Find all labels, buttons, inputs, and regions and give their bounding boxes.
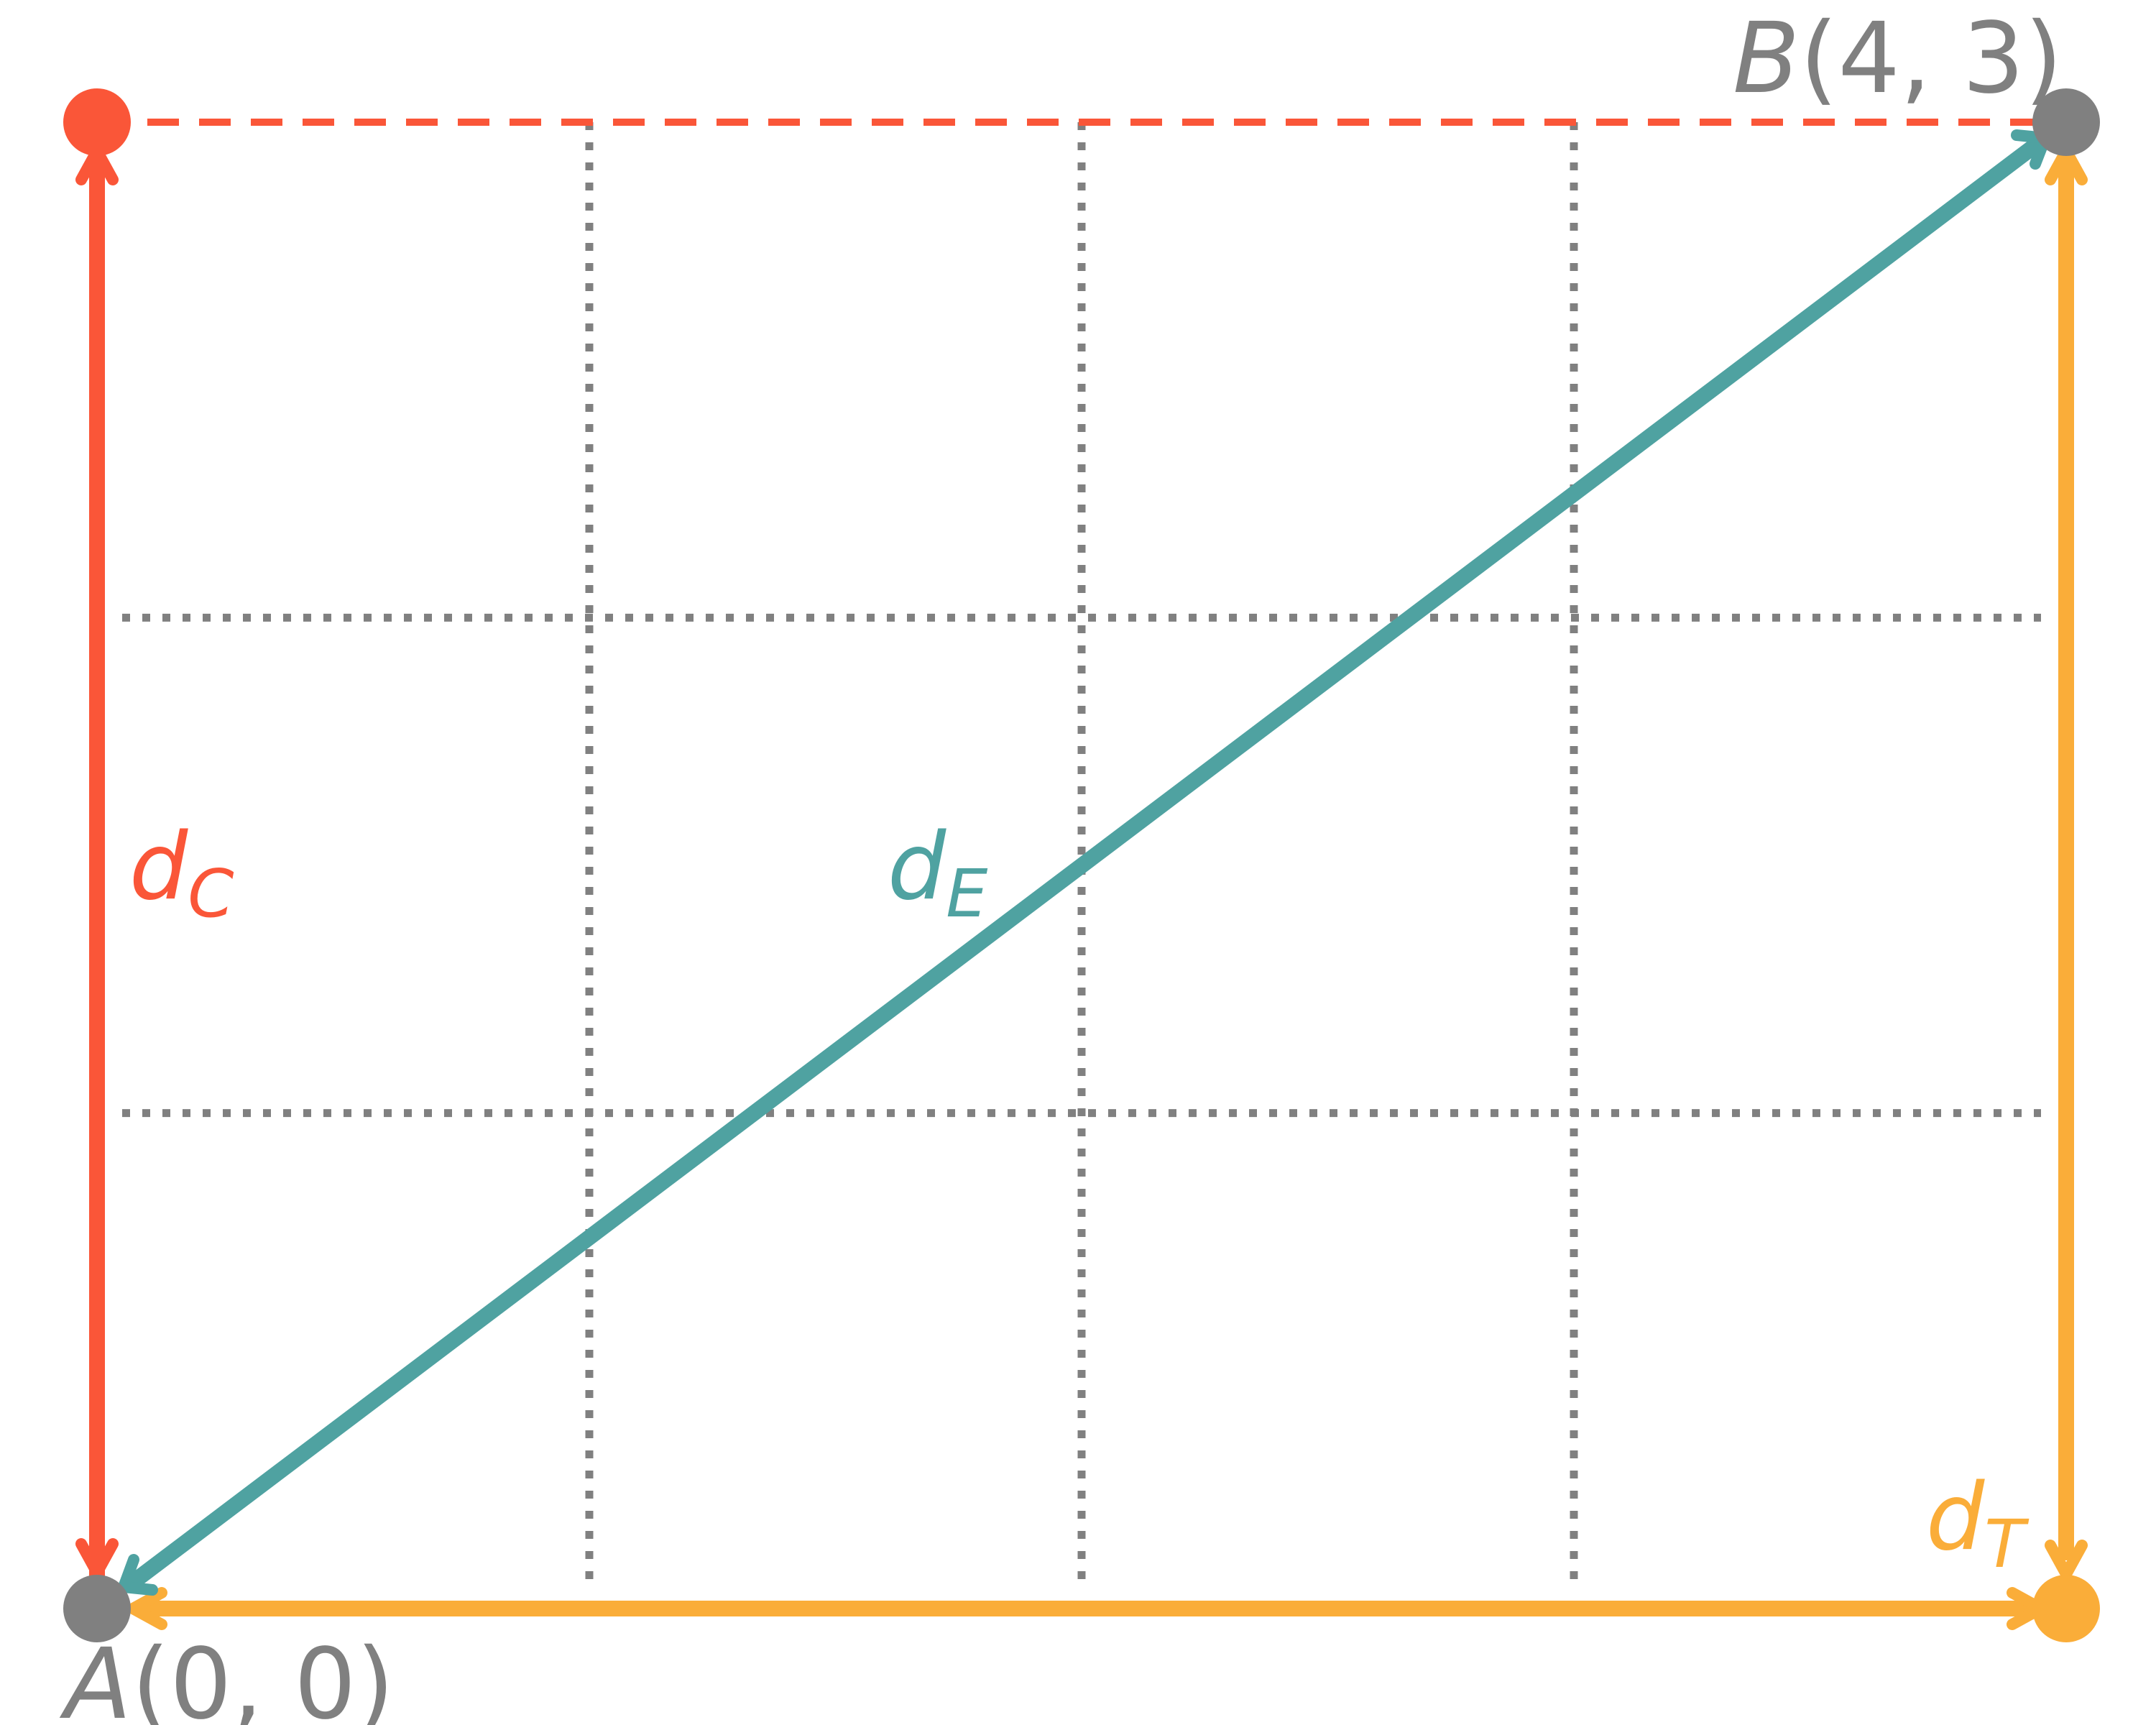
taxicab-distance-label: dT [1926,1464,2030,1583]
taxicab-arrowhead-left [127,1587,167,1630]
euclidean-arrowhead-bottom-left [118,1554,158,1596]
point-a-label: A(0, 0) [59,1628,395,1725]
point-b [2032,88,2100,156]
taxicab-path [127,145,2088,1630]
point-b-label: B(4, 3) [1733,2,2063,116]
euclidean-distance-label: dE [888,814,987,932]
point-b-name: B [1733,2,1800,116]
taxicab-arrowhead-bottom [2045,1540,2088,1580]
chebyshev-subscript: C [188,855,234,932]
point-a-name: A [59,1628,132,1725]
taxicab-corner-point [2032,1575,2100,1642]
taxicab-subscript: T [1984,1506,2030,1583]
euclidean-segment [121,136,2045,1593]
point-b-coords: (4, 3) [1800,2,2063,116]
taxicab-symbol: d [1926,1464,1985,1571]
chebyshev-symbol: d [129,814,188,921]
euclidean-symbol: d [888,814,946,921]
euclidean-subscript: E [946,855,987,932]
chebyshev-arrowhead-bottom [75,1538,119,1578]
grid-lines [122,122,2041,1583]
point-a-coords: (0, 0) [132,1628,395,1725]
chebyshev-distance-label: dC [129,814,234,932]
point-a [63,1575,131,1642]
chebyshev-corner-point [63,88,131,156]
chebyshev-path [75,114,2048,1616]
